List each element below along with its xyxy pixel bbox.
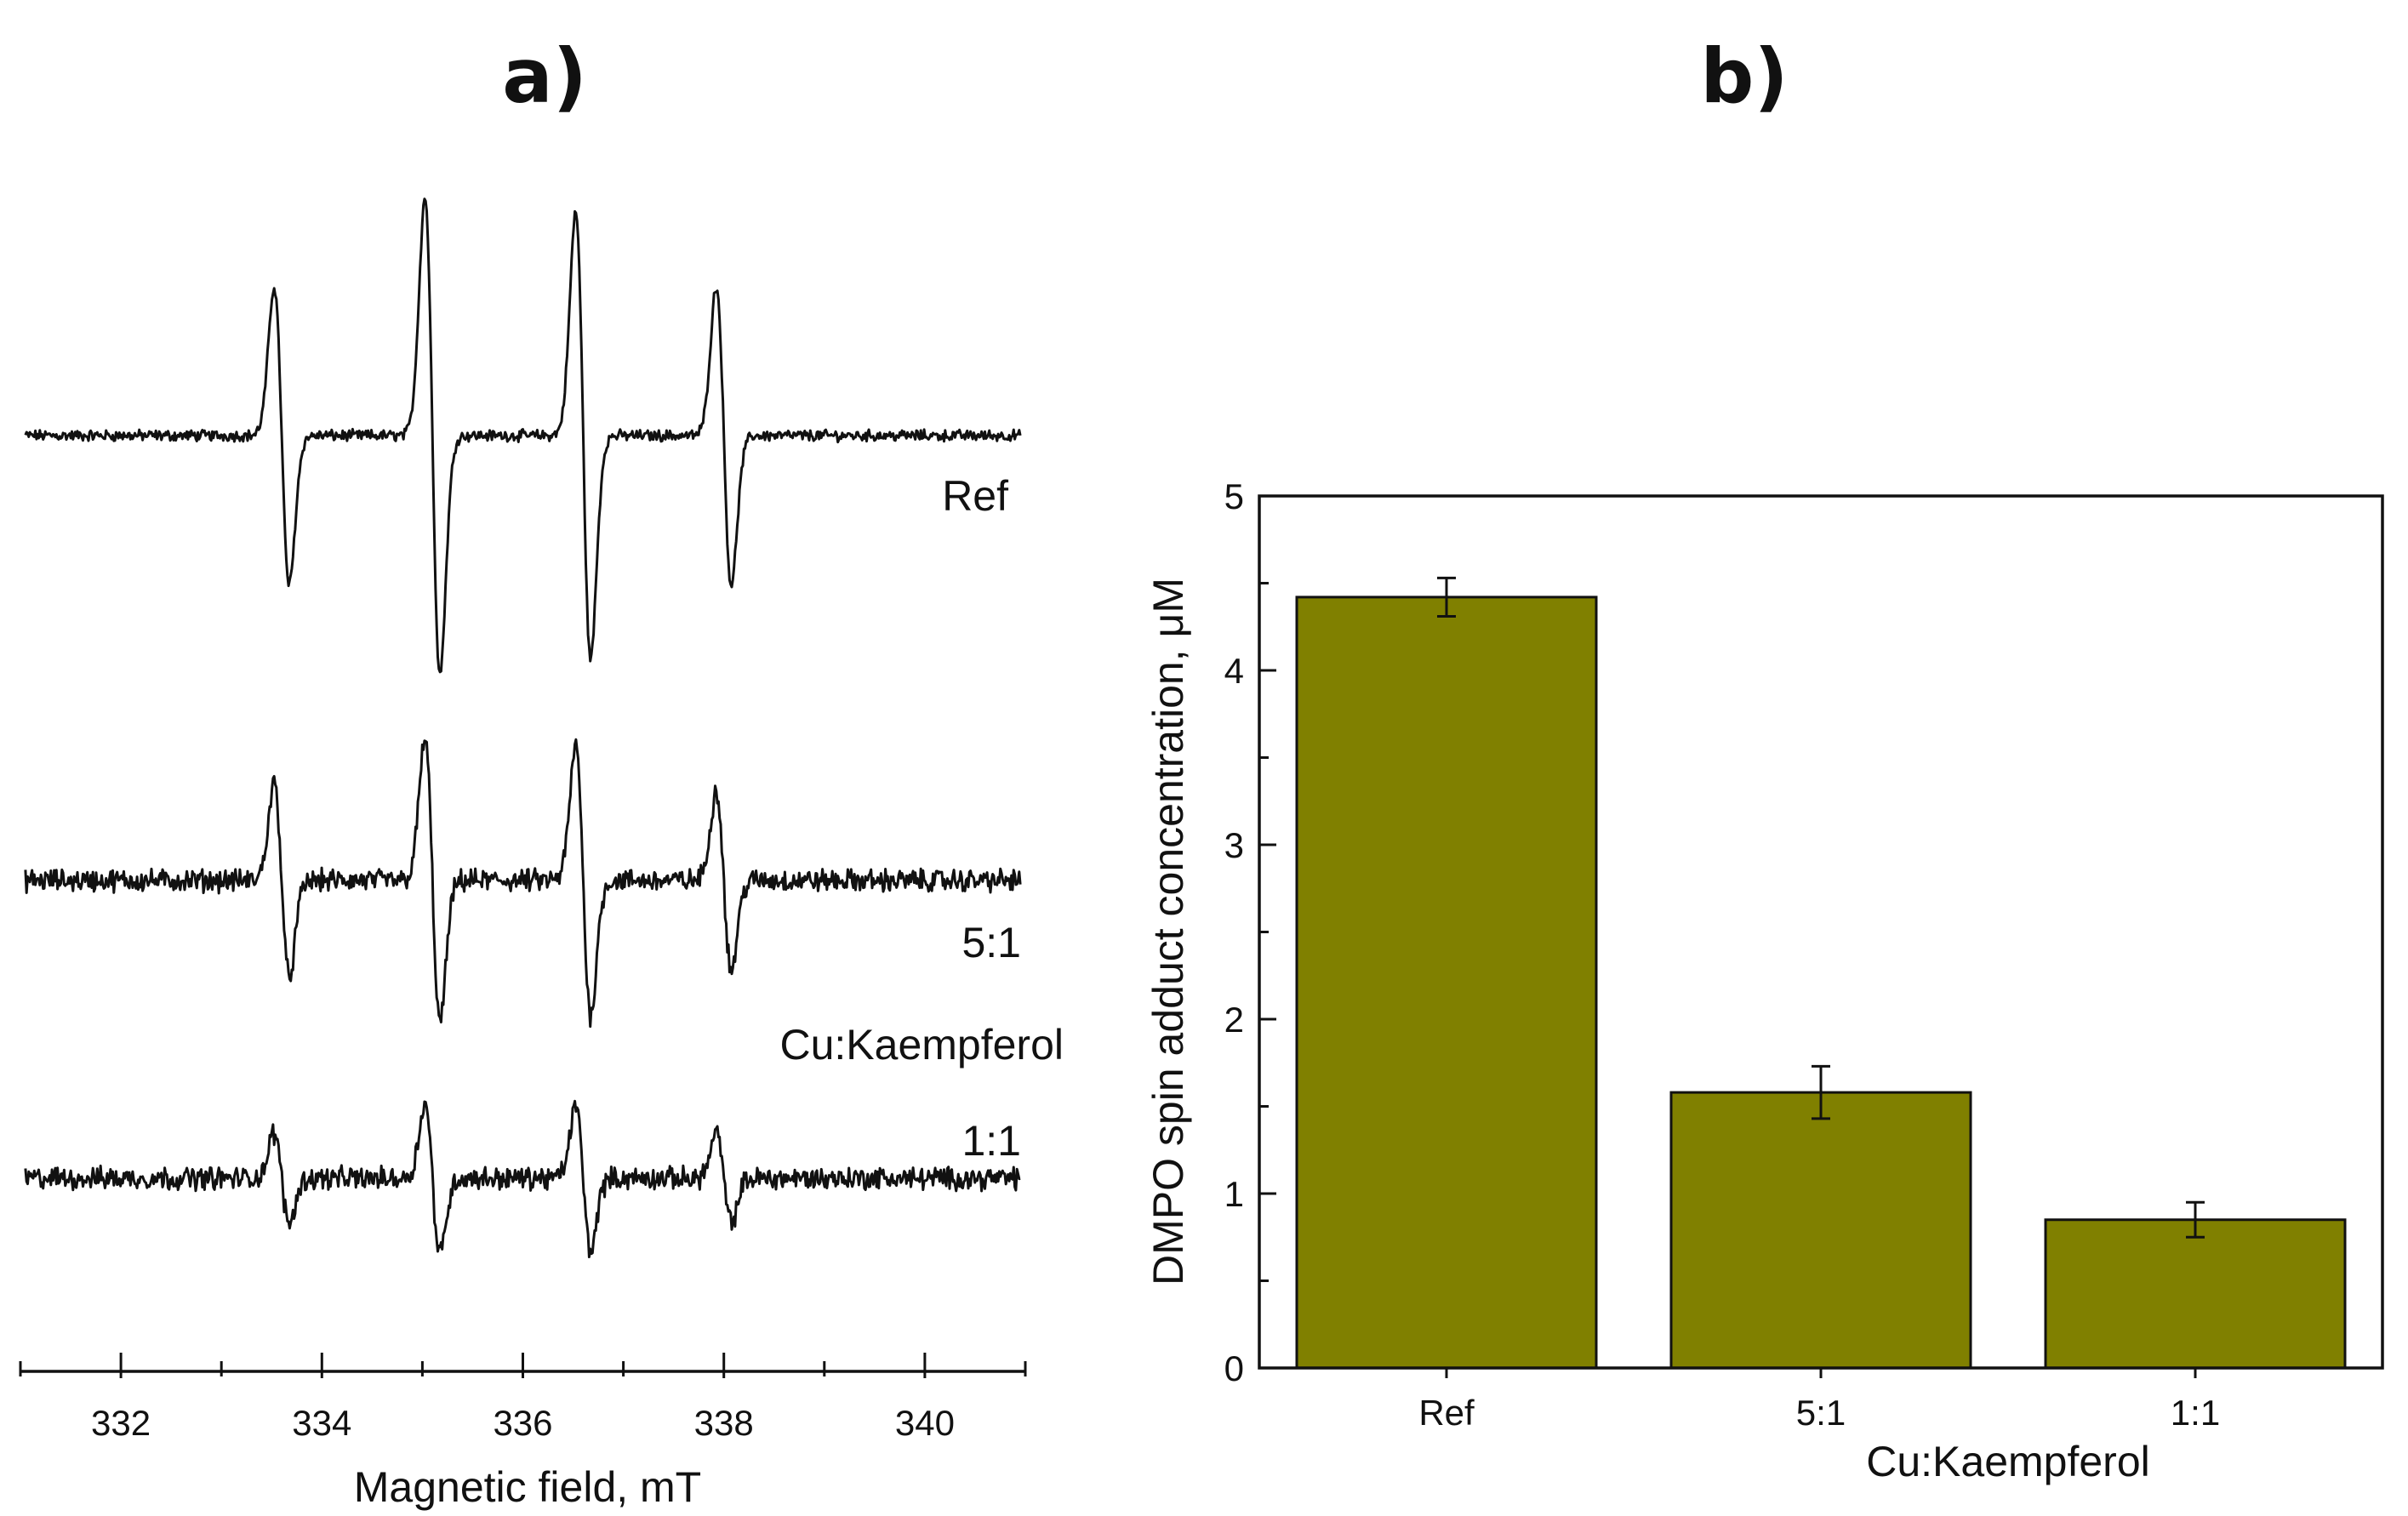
x-tick-label: 5:1 <box>1796 1393 1846 1433</box>
x-tick-label: 338 <box>694 1403 754 1443</box>
spectrum-trace-5:1 <box>24 738 1022 1029</box>
group-label-cu-kaempferol: Cu:Kaempferol <box>780 1021 1064 1069</box>
panel-b-bar-chart: b) 0 1 2 3 4 5 Ref 5:1 1:1 DMPO spin adduct con… <box>1144 32 2384 1485</box>
panel-a-epr-spectra: a) Ref 5:1 Cu:Kaempferol 1:1 332 334 336 33… <box>19 32 1064 1511</box>
spectra-traces <box>24 197 1022 1258</box>
x-tick-label: 334 <box>292 1403 351 1443</box>
error-bars <box>1437 576 2205 1239</box>
x-tick-label: 336 <box>493 1403 552 1443</box>
spectrum-trace-Ref <box>24 197 1022 674</box>
spectrum-trace-1:1 <box>24 1099 1021 1258</box>
x-tick-label: 1:1 <box>2171 1393 2220 1433</box>
trace-label-ref: Ref <box>942 472 1008 520</box>
x-tick-label: 332 <box>91 1403 151 1443</box>
y-tick-label: 2 <box>1224 1000 1244 1040</box>
bar-5:1 <box>1669 1091 1972 1370</box>
x-axis: 332 334 336 338 340 Magnetic field, mT <box>19 1353 1027 1511</box>
x-axis-title: Cu:Kaempferol <box>1866 1438 2150 1485</box>
trace-label-5-1: 5:1 <box>961 919 1021 966</box>
bars <box>1295 596 2347 1370</box>
x-axis-ticks: 332 334 336 338 340 <box>19 1353 1027 1443</box>
y-tick-label: 0 <box>1224 1348 1244 1388</box>
y-tick-label: 4 <box>1224 651 1244 691</box>
x-axis-title: Magnetic field, mT <box>354 1463 701 1511</box>
x-tick-label: 340 <box>895 1403 955 1443</box>
panel-b-label: b) <box>1700 32 1788 120</box>
y-tick-label: 1 <box>1224 1174 1244 1214</box>
x-tick-label: Ref <box>1418 1393 1475 1433</box>
y-axis-ticks: 0 1 2 3 4 5 <box>1224 476 1276 1388</box>
y-tick-label: 5 <box>1224 476 1244 516</box>
panel-a-label: a) <box>502 32 587 120</box>
trace-label-1-1: 1:1 <box>961 1117 1021 1165</box>
bar-1:1 <box>2044 1218 2347 1370</box>
y-tick-label: 3 <box>1224 825 1244 865</box>
x-axis-ticks: Ref 5:1 1:1 <box>1418 1368 2220 1433</box>
y-axis-title: DMPO spin adduct concentration, μM <box>1144 578 1192 1285</box>
bar-Ref <box>1295 596 1598 1370</box>
trace-labels: Ref 5:1 Cu:Kaempferol 1:1 <box>780 472 1064 1165</box>
